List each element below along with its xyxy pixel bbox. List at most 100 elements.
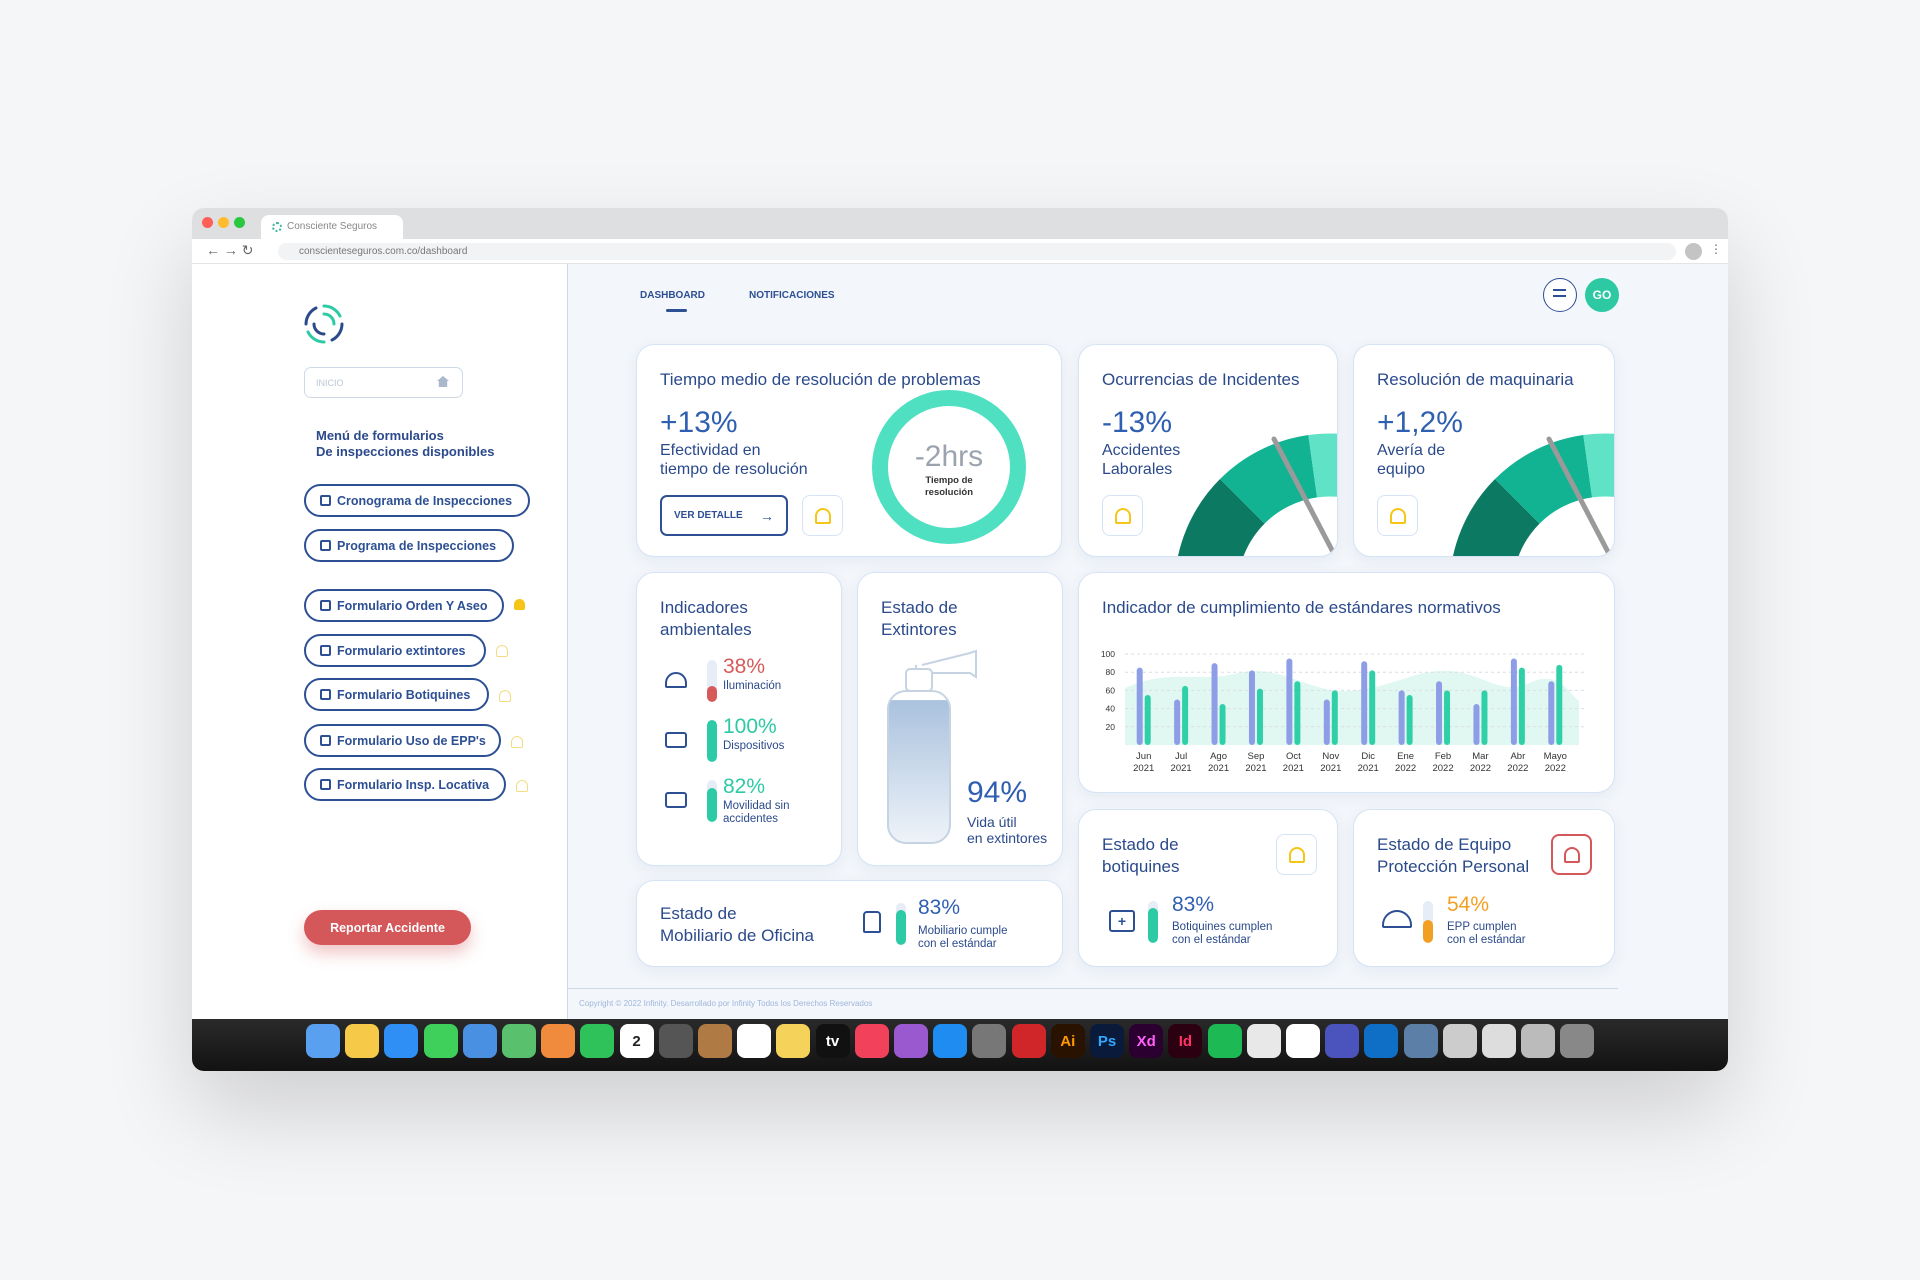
report-label: Reportar Accidente	[330, 920, 445, 935]
tab-bar	[192, 208, 1728, 239]
avatar[interactable]: GO	[1585, 278, 1619, 312]
dock-icon[interactable]	[423, 1024, 458, 1058]
form-label: Formulario Uso de EPP's	[337, 733, 486, 748]
nav-arrows[interactable]: ← → ↻	[206, 242, 254, 258]
meter	[707, 660, 717, 702]
caption-line: Movilidad sin	[723, 800, 790, 812]
dock-icon[interactable]	[737, 1024, 772, 1058]
bell-button[interactable]	[802, 495, 843, 536]
x-tick-label: 2022	[1470, 763, 1491, 774]
dock-icon[interactable]	[541, 1024, 576, 1058]
tab-icon	[272, 222, 282, 232]
card-resolution-time: Tiempo medio de resolución de problemas …	[636, 344, 1062, 557]
dock-icon[interactable]	[972, 1024, 1007, 1058]
dock-icon[interactable]	[776, 1024, 811, 1058]
nav-tab[interactable]: NOTIFICACIONES	[749, 290, 835, 301]
chart-title: Indicador de cumplimiento de estándares …	[1102, 598, 1501, 617]
donut-value: -2hrs	[914, 440, 984, 473]
close-dot[interactable]	[202, 217, 213, 228]
bar	[1473, 704, 1480, 745]
dock-icon[interactable]: Ai	[1050, 1024, 1085, 1058]
menu-dots[interactable]: ⋮	[1710, 242, 1722, 256]
dock-icon[interactable]	[1403, 1024, 1438, 1058]
dock-icon[interactable]: 2	[619, 1024, 654, 1058]
dock-label: Ps	[1097, 1032, 1117, 1050]
dock-icon[interactable]	[462, 1024, 497, 1058]
dock-icon[interactable]	[1364, 1024, 1399, 1058]
title-line: Protección Personal	[1377, 857, 1530, 876]
bell-button[interactable]	[1377, 495, 1418, 536]
dock-icon[interactable]	[658, 1024, 693, 1058]
bell[interactable]	[499, 690, 511, 702]
link-button[interactable]: Cronograma de Inspecciones	[304, 484, 530, 517]
bell[interactable]	[511, 736, 523, 748]
icon	[320, 540, 331, 551]
dock-icon[interactable]	[894, 1024, 928, 1058]
bar	[1136, 667, 1143, 745]
bar	[1182, 685, 1189, 745]
caption-line: con el estándar	[1172, 934, 1251, 946]
gauge	[1178, 433, 1337, 556]
detail-button[interactable]: VER DETALLE →	[660, 495, 788, 536]
link-button[interactable]: Programa de Inspecciones	[304, 529, 514, 562]
indicator-caption: Dispositivos	[723, 740, 784, 753]
dock-icon[interactable]	[1325, 1024, 1360, 1058]
dock-icon[interactable]	[1560, 1024, 1595, 1058]
card-first-aid: Estado de botiquines + 83% Botiquines cum…	[1078, 809, 1338, 967]
form-button[interactable]: Formulario Botiquines	[304, 678, 489, 711]
maximize-dot[interactable]	[234, 217, 245, 228]
form-label: Formulario extintores	[337, 643, 466, 658]
meter-fill	[1148, 908, 1158, 943]
dock-icon[interactable]: Xd	[1129, 1024, 1164, 1058]
filter-button[interactable]	[1543, 278, 1577, 312]
bell-button[interactable]	[1276, 834, 1317, 875]
dock-icon[interactable]	[1011, 1024, 1046, 1058]
x-tick-label: Jul	[1175, 751, 1187, 762]
form-button[interactable]: Formulario extintores	[304, 634, 486, 667]
bell-button[interactable]	[1102, 495, 1143, 536]
title-line: Mobiliario de Oficina	[660, 926, 815, 945]
bar	[1436, 681, 1443, 745]
bell[interactable]	[496, 645, 508, 657]
nav-tab[interactable]: DASHBOARD	[640, 290, 705, 301]
dock-icon[interactable]	[1286, 1024, 1320, 1058]
dock-icon[interactable]	[384, 1024, 419, 1058]
url-bar[interactable]	[278, 243, 1676, 260]
search-box[interactable]	[304, 367, 463, 398]
dock-icon[interactable]	[1442, 1024, 1477, 1058]
dock-icon[interactable]	[698, 1024, 732, 1058]
kpi-value: 83%	[1172, 893, 1215, 916]
dock-icon[interactable]	[306, 1024, 340, 1058]
bell-button[interactable]	[1551, 834, 1592, 875]
form-button[interactable]: Formulario Uso de EPP's	[304, 724, 501, 757]
dock-icon[interactable]	[1482, 1024, 1516, 1058]
dock-icon[interactable]: Id	[1168, 1024, 1203, 1058]
icon	[320, 495, 331, 506]
bar	[1294, 681, 1301, 745]
dock-icon[interactable]	[345, 1024, 380, 1058]
report-button[interactable]: Reportar Accidente	[304, 910, 471, 945]
minimize-dot[interactable]	[218, 217, 229, 228]
dock-icon[interactable]	[580, 1024, 615, 1058]
form-button[interactable]: Formulario Insp. Locativa	[304, 768, 506, 801]
caption-line: con el estándar	[918, 938, 997, 950]
profile[interactable]	[1685, 243, 1702, 260]
dock-icon[interactable]	[933, 1024, 968, 1058]
caption-line: Botiquines cumplen	[1172, 921, 1273, 933]
form-button[interactable]: Formulario Orden Y Aseo	[304, 589, 504, 622]
dock-icon[interactable]	[1521, 1024, 1556, 1058]
tab[interactable]	[261, 215, 403, 239]
x-tick-label: 2021	[1171, 763, 1192, 774]
dock-icon[interactable]: Ps	[1090, 1024, 1124, 1058]
dock-icon[interactable]	[1246, 1024, 1281, 1058]
title-line: Extintores	[881, 620, 957, 639]
divider	[567, 988, 1618, 989]
dock-icon[interactable]: tv	[815, 1024, 850, 1058]
dock-icon[interactable]	[502, 1024, 536, 1058]
bell[interactable]	[514, 599, 525, 610]
nav-underline	[666, 309, 687, 312]
dock-icon[interactable]	[854, 1024, 889, 1058]
dock-icon[interactable]	[1207, 1024, 1242, 1058]
bell[interactable]	[516, 780, 528, 792]
